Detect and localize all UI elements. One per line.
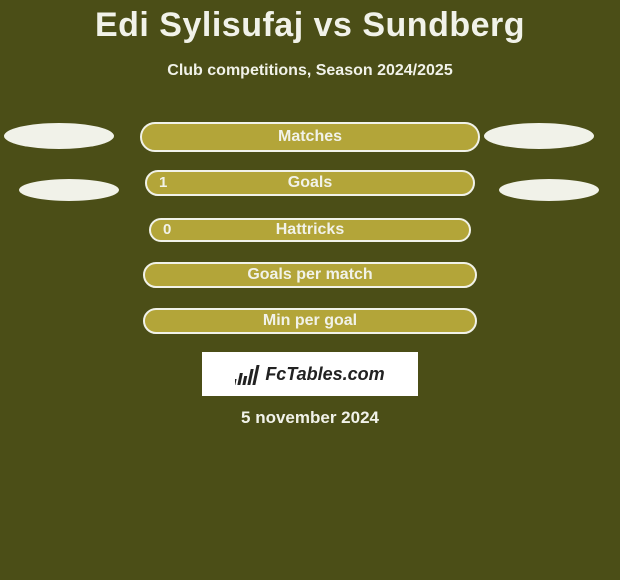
subtitle: Club competitions, Season 2024/2025: [0, 62, 620, 80]
bar-chart-icon: [235, 363, 261, 385]
stat-bar-label: Matches: [142, 122, 478, 152]
stat-bar-label: Goals per match: [145, 262, 475, 288]
stat-bar: Min per goal: [143, 308, 477, 334]
stat-bar-label: Min per goal: [145, 308, 475, 334]
stat-bar: Goals per match: [143, 262, 477, 288]
fctables-logo: FcTables.com: [202, 352, 418, 396]
left-ellipse-large: [4, 123, 114, 149]
right-ellipse-large: [484, 123, 594, 149]
stat-bar-label: Hattricks: [151, 218, 469, 242]
stat-bar-left-value: 0: [163, 218, 171, 242]
left-ellipse-small: [19, 179, 119, 201]
stat-bar: Goals1: [145, 170, 475, 196]
stat-bar-label: Goals: [147, 170, 473, 196]
date-text: 5 november 2024: [0, 408, 620, 428]
right-ellipse-small: [499, 179, 599, 201]
page-title: Edi Sylisufaj vs Sundberg: [0, 6, 620, 45]
stat-bar: Hattricks0: [149, 218, 471, 242]
logo-text: FcTables.com: [265, 364, 384, 385]
stat-bar-left-value: 1: [159, 170, 167, 196]
stat-bar: Matches: [140, 122, 480, 152]
